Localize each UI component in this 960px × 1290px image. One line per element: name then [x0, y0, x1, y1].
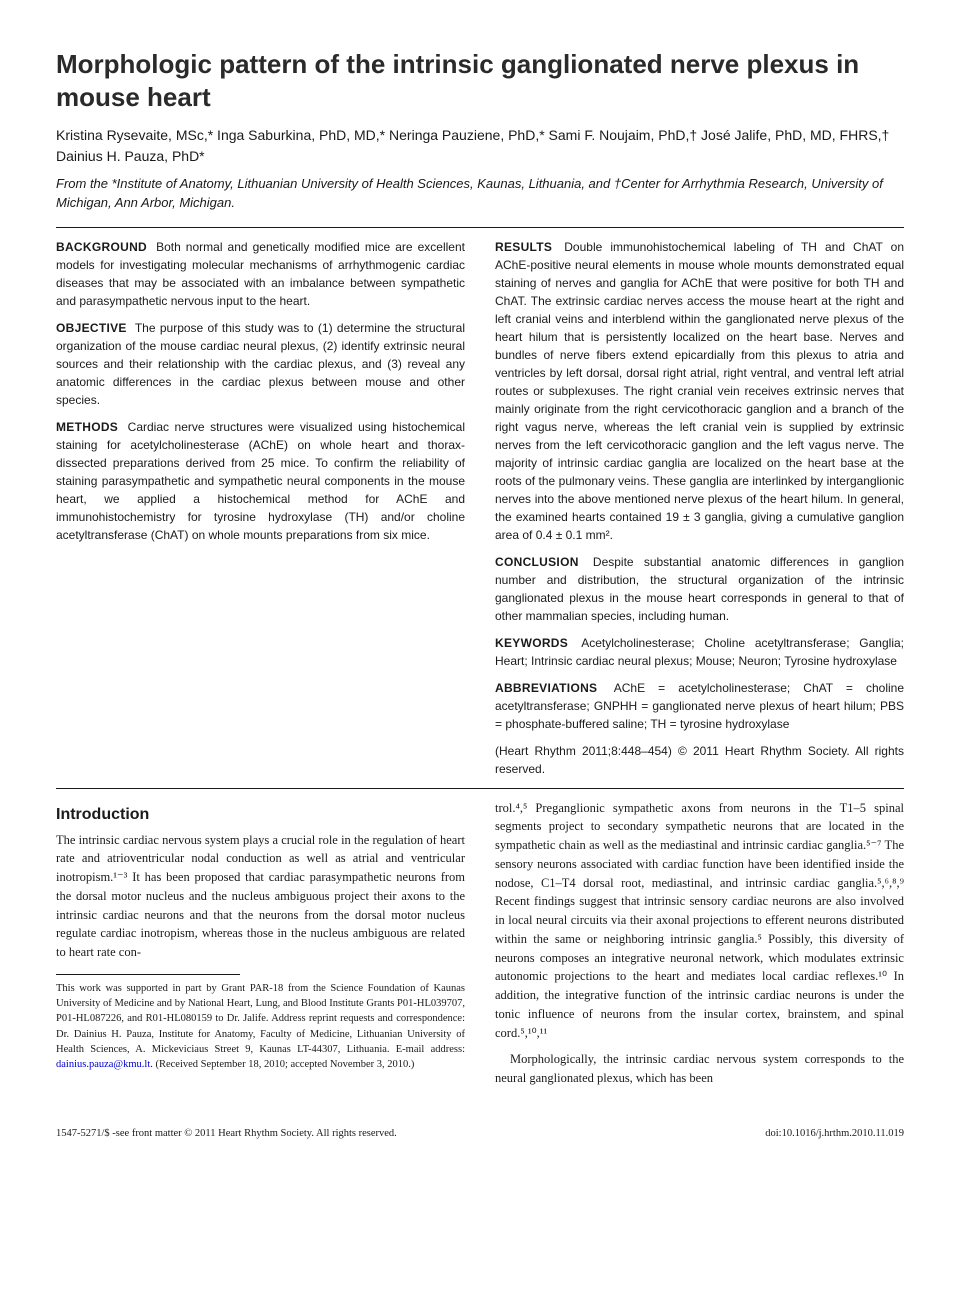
- footnote-separator: [56, 974, 240, 975]
- page-footer: 1547-5271/$ -see front matter © 2011 Hea…: [56, 1128, 904, 1139]
- intro-para-3: Morphologically, the intrinsic cardiac n…: [495, 1050, 904, 1088]
- footnote-body: This work was supported in part by Grant…: [56, 983, 465, 1055]
- heading-introduction: Introduction: [56, 803, 465, 827]
- abstract-conclusion: CONCLUSION Despite substantial anatomic …: [495, 553, 904, 625]
- label-results: RESULTS: [495, 240, 552, 254]
- rule-bottom: [56, 788, 904, 789]
- abstract-keywords: KEYWORDS Acetylcholinesterase; Choline a…: [495, 634, 904, 670]
- label-keywords: KEYWORDS: [495, 636, 568, 650]
- abstract-objective: OBJECTIVE The purpose of this study was …: [56, 319, 465, 409]
- abstract-results: RESULTS Double immunohistochemical label…: [495, 238, 904, 544]
- abstract-background: BACKGROUND Both normal and genetically m…: [56, 238, 465, 310]
- label-objective: OBJECTIVE: [56, 321, 127, 335]
- footnote-email-link[interactable]: dainius.pauza@kmu.lt: [56, 1059, 150, 1070]
- body-text: Introduction The intrinsic cardiac nervo…: [56, 799, 904, 1096]
- abstract-citation: (Heart Rhythm 2011;8:448–454) © 2011 Hea…: [495, 742, 904, 778]
- text-methods: Cardiac nerve structures were visualized…: [56, 420, 465, 542]
- abstract-abbrev: ABBREVIATIONS AChE = acetylcholinesteras…: [495, 679, 904, 733]
- abstract-block: BACKGROUND Both normal and genetically m…: [56, 238, 904, 778]
- footer-left: 1547-5271/$ -see front matter © 2011 Hea…: [56, 1128, 397, 1139]
- label-methods: METHODS: [56, 420, 118, 434]
- intro-para-2: trol.⁴,⁵ Preganglionic sympathetic axons…: [495, 799, 904, 1043]
- label-abbrev: ABBREVIATIONS: [495, 681, 597, 695]
- article-title: Morphologic pattern of the intrinsic gan…: [56, 48, 904, 113]
- label-conclusion: CONCLUSION: [495, 555, 579, 569]
- intro-para-1: The intrinsic cardiac nervous system pla…: [56, 831, 465, 962]
- abstract-methods: METHODS Cardiac nerve structures were vi…: [56, 418, 465, 544]
- label-background: BACKGROUND: [56, 240, 147, 254]
- rule-top: [56, 227, 904, 228]
- footnote-text: This work was supported in part by Grant…: [56, 981, 465, 1072]
- affiliations: From the *Institute of Anatomy, Lithuani…: [56, 175, 904, 213]
- text-results: Double immunohistochemical labeling of T…: [495, 240, 904, 542]
- authors-line: Kristina Rysevaite, MSc,* Inga Saburkina…: [56, 125, 904, 167]
- footer-right: doi:10.1016/j.hrthm.2010.11.019: [765, 1128, 904, 1139]
- footnote-tail: . (Received September 18, 2010; accepted…: [150, 1059, 414, 1070]
